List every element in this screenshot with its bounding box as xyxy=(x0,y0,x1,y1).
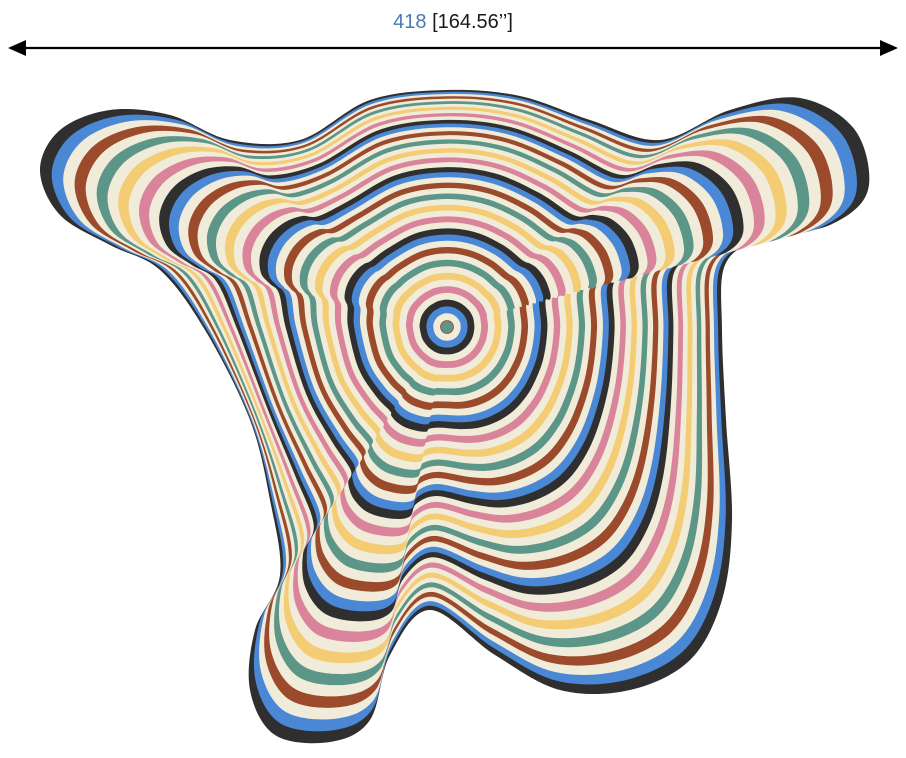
concentric-ring-pattern xyxy=(40,89,870,744)
dimension-value-cm: 418 xyxy=(393,11,427,33)
arrow-left-head-icon xyxy=(8,40,26,56)
dimension-label: 418 [164.56’’] xyxy=(0,10,906,34)
arrow-right-head-icon xyxy=(880,40,898,56)
width-dimension-arrow xyxy=(8,40,898,56)
rug-center-ring xyxy=(441,321,453,333)
dimension-value-inches: [164.56’’] xyxy=(432,11,513,33)
